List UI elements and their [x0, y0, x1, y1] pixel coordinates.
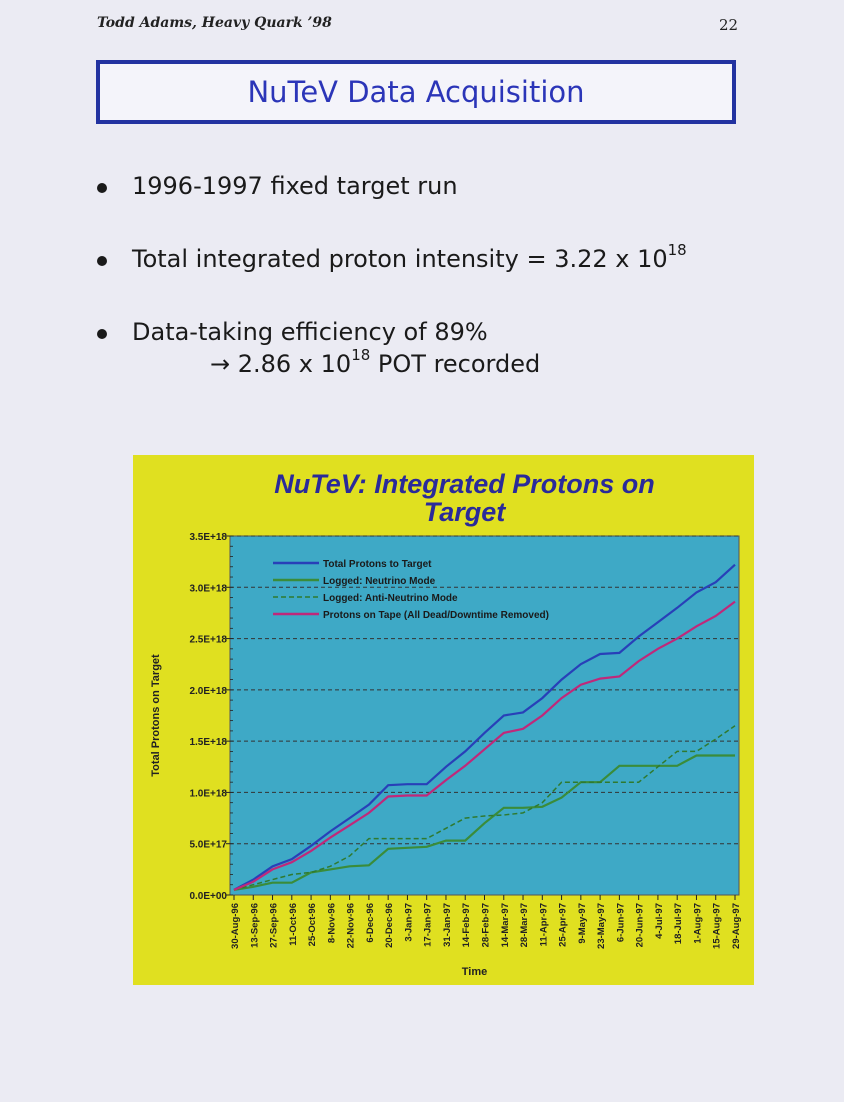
x-tick-label: 17-Jan-97	[423, 903, 434, 947]
x-tick-label: 11-Oct-96	[288, 903, 299, 946]
x-tick-label: 27-Sep-96	[269, 903, 280, 948]
y-tick-label: 1.0E+18	[189, 788, 227, 799]
bullet-text: Data-taking efficiency of 89%	[132, 318, 488, 346]
y-tick-label: 3.5E+18	[189, 532, 227, 543]
legend-entry: Logged: Neutrino Mode	[323, 576, 436, 587]
x-tick-label: 18-Jul-97	[673, 903, 684, 944]
y-tick-label: 0.0E+00	[189, 891, 227, 902]
x-tick-label: 11-Apr-97	[538, 903, 549, 946]
bullet-dot-icon	[97, 329, 107, 339]
x-tick-label: 25-Apr-97	[558, 903, 569, 947]
x-tick-label: 31-Jan-97	[442, 903, 453, 947]
x-tick-label: 20-Dec-96	[384, 903, 395, 948]
y-axis-label: Total Protons on Target	[150, 654, 162, 777]
bullet-item: Data-taking efficiency of 89%	[97, 318, 488, 346]
series-line-1	[233, 563, 736, 891]
x-tick-label: 28-Feb-97	[481, 903, 492, 947]
bullet-dot-icon	[97, 183, 107, 193]
page-number: 22	[719, 16, 739, 34]
y-tick-label: 3.0E+18	[189, 583, 227, 594]
header-author: Todd Adams, Heavy Quark ’98	[97, 15, 332, 31]
y-tick-label: 1.5E+18	[189, 737, 227, 748]
x-tick-label: 14-Feb-97	[461, 903, 472, 947]
chart-title: Target	[424, 497, 507, 527]
bullet-item: Total integrated proton intensity = 3.22…	[97, 241, 687, 273]
legend-entry: Total Protons to Target	[323, 559, 432, 570]
x-tick-label: 22-Nov-96	[346, 903, 357, 948]
slide-title-box: NuTeV Data Acquisition	[96, 60, 736, 124]
x-tick-label: 3-Jan-97	[403, 903, 414, 942]
x-axis-label: Time	[462, 966, 487, 978]
x-tick-label: 8-Nov-96	[326, 903, 337, 943]
x-tick-label: 28-Mar-97	[519, 903, 530, 947]
x-tick-label: 23-May-97	[596, 903, 607, 949]
bullet-item: 1996-1997 fixed target run	[97, 172, 458, 200]
legend-entry: Protons on Tape (All Dead/Downtime Remov…	[323, 610, 549, 621]
x-tick-label: 4-Jul-97	[654, 903, 665, 939]
y-tick-label: 2.5E+18	[189, 635, 227, 646]
series-line-3	[233, 725, 736, 891]
x-tick-label: 14-Mar-97	[500, 903, 511, 947]
x-tick-label: 29-Aug-97	[731, 903, 742, 949]
x-tick-label: 13-Sep-96	[249, 903, 260, 948]
x-tick-label: 1-Aug-97	[692, 903, 703, 944]
x-tick-label: 6-Jun-97	[615, 903, 626, 942]
x-tick-label: 9-May-97	[577, 903, 588, 944]
bullet-text: 1996-1997 fixed target run	[132, 172, 458, 200]
exponent: 18	[351, 346, 371, 364]
legend-entry: Logged: Anti-Neutrino Mode	[323, 593, 458, 604]
chart-container: NuTeV: Integrated Protons on Target 0.0E+0…	[133, 455, 754, 985]
y-tick-label: 5.0E+17	[189, 840, 227, 851]
y-tick-label: 2.0E+18	[189, 686, 227, 697]
slide-title: NuTeV Data Acquisition	[247, 75, 585, 109]
series-line-4	[233, 600, 736, 891]
x-tick-label: 20-Jun-97	[635, 903, 646, 947]
chart-title: NuTeV: Integrated Protons on	[274, 469, 655, 499]
bullet-dot-icon	[97, 256, 107, 266]
x-tick-label: 6-Dec-96	[365, 903, 376, 943]
x-tick-label: 25-Oct-96	[307, 903, 318, 946]
x-tick-label: 15-Aug-97	[712, 903, 723, 949]
bullet-continuation: → 2.86 x 1018 POT recorded	[210, 346, 541, 378]
plot-area	[229, 535, 740, 896]
bullet-text: Total integrated proton intensity = 3.22…	[132, 241, 687, 273]
series-line-2	[233, 754, 735, 891]
exponent: 18	[667, 241, 687, 259]
x-tick-label: 30-Aug-96	[230, 903, 241, 949]
